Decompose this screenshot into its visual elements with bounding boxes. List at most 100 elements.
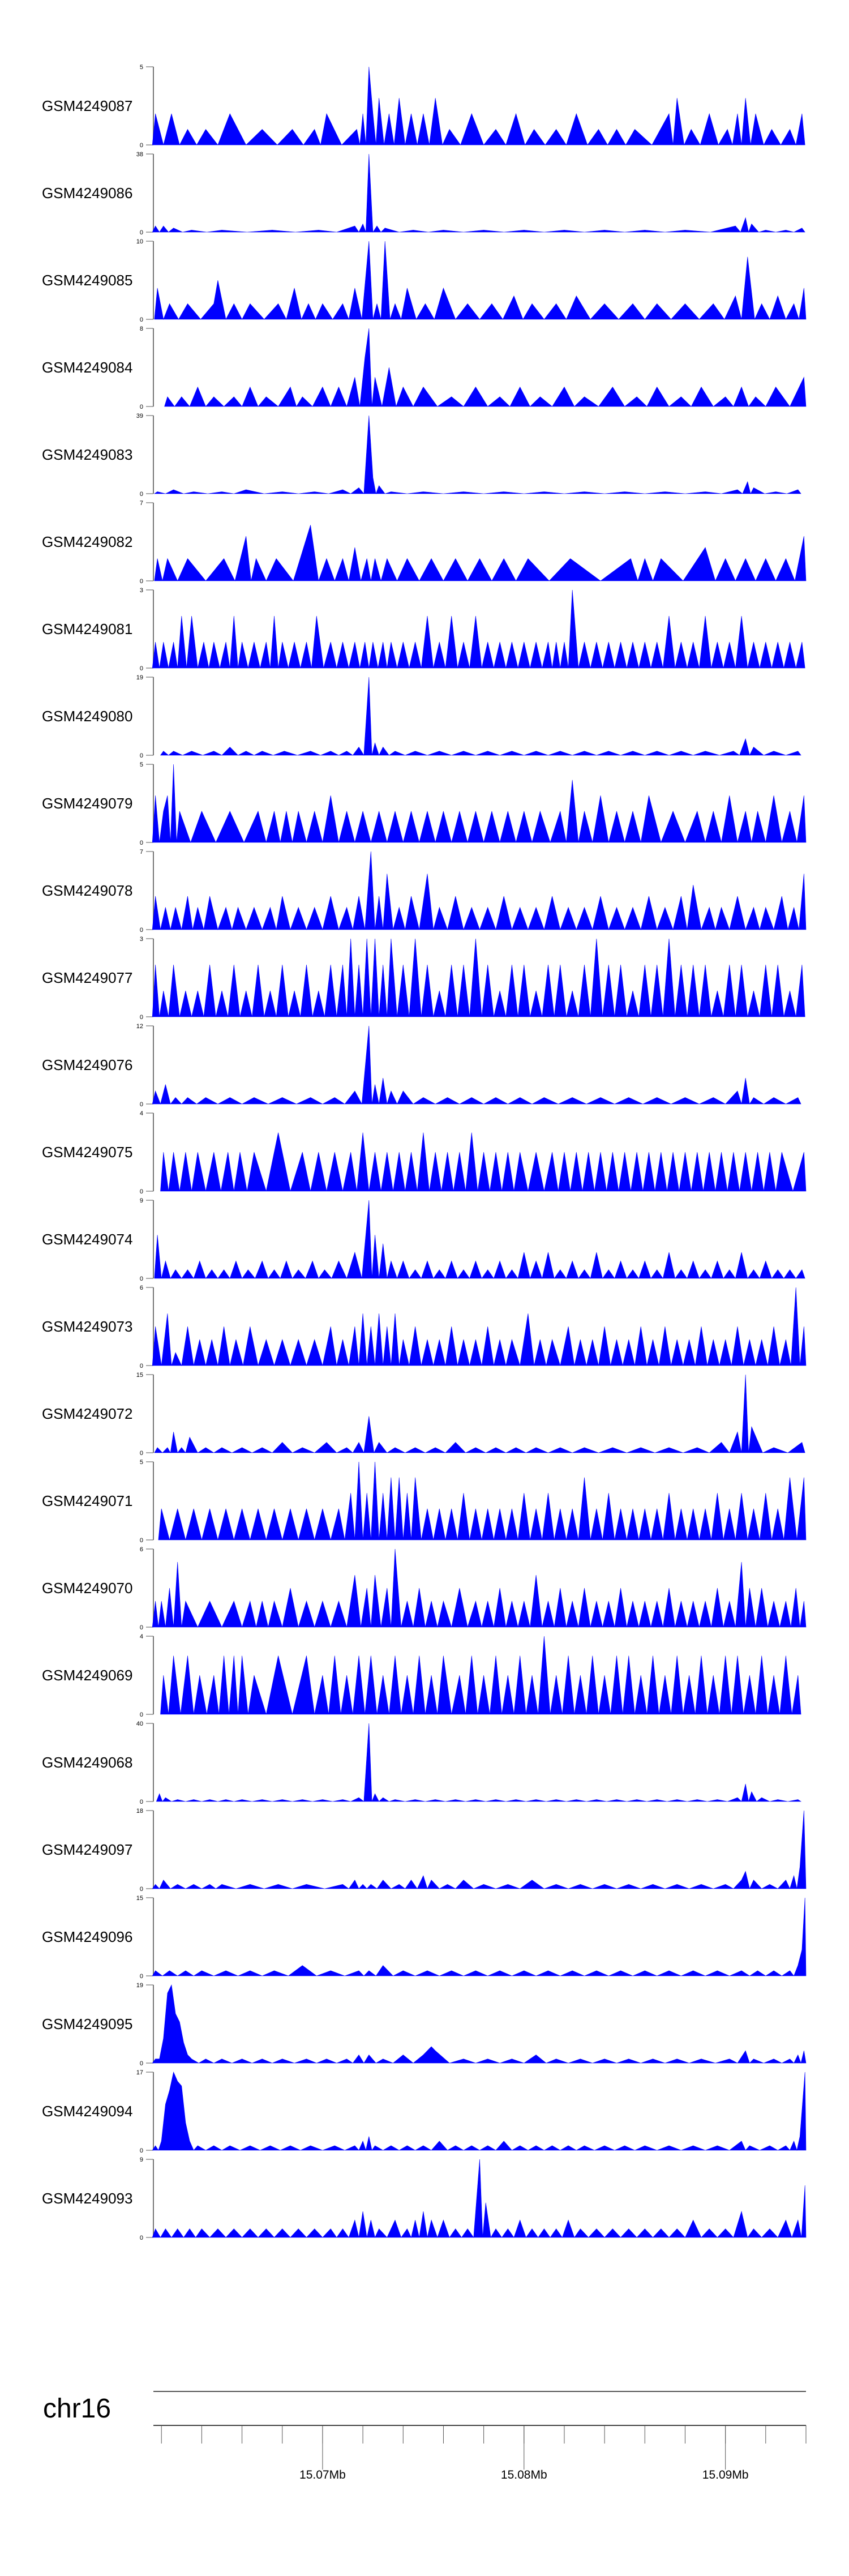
coverage-area (152, 1025, 801, 1105)
y-tick-label-max: 40 (136, 1721, 143, 1727)
coverage-area (152, 153, 805, 233)
coverage-area (152, 1810, 807, 1889)
coverage-area (158, 1461, 807, 1541)
y-tick-label-min: 0 (140, 927, 143, 934)
track-label: GSM4249075 (42, 1144, 132, 1161)
track-GSM4249094: GSM4249094 17 0 (42, 2069, 807, 2154)
track-GSM4249069: GSM4249069 4 0 (42, 1633, 801, 1718)
coverage-area (152, 764, 807, 843)
coverage-area (152, 938, 805, 1017)
track-GSM4249095: GSM4249095 19 0 (42, 1982, 807, 2067)
y-tick-label-max: 17 (136, 2069, 143, 2076)
coverage-area (152, 66, 805, 146)
y-tick-label-min: 0 (140, 665, 143, 672)
y-tick-label-min: 0 (140, 1450, 143, 1457)
track-label: GSM4249078 (42, 882, 132, 899)
coverage-area (152, 1984, 807, 2064)
y-tick-label-min: 0 (140, 316, 143, 323)
y-tick-label-min: 0 (140, 2235, 143, 2241)
track-GSM4249078: GSM4249078 7 0 (42, 849, 807, 934)
track-GSM4249076: GSM4249076 12 0 (42, 1023, 801, 1108)
track-label: GSM4249077 (42, 969, 132, 986)
track-label: GSM4249071 (42, 1492, 132, 1509)
y-tick-label-max: 39 (136, 413, 143, 420)
genome-axis: chr16 15.07Mb 15.08Mb 15.09Mb (43, 2391, 807, 2481)
y-tick-label-min: 0 (140, 1886, 143, 1893)
y-tick-label-min: 0 (140, 1276, 143, 1282)
track-GSM4249086: GSM4249086 38 0 (42, 151, 805, 236)
coverage-area (152, 1548, 807, 1628)
coverage-area (154, 525, 807, 582)
y-tick-label-max: 15 (136, 1372, 143, 1379)
y-tick-label-min: 0 (140, 1624, 143, 1631)
y-tick-label-min: 0 (140, 2060, 143, 2067)
y-tick-label-max: 3 (140, 587, 143, 594)
y-tick-label-min: 0 (140, 1363, 143, 1370)
coverage-area (154, 1200, 805, 1280)
track-label: GSM4249079 (42, 795, 132, 812)
y-tick-label-min: 0 (140, 578, 143, 585)
y-tick-label-min: 0 (140, 404, 143, 410)
chromosome-label: chr16 (43, 2394, 111, 2424)
coverage-area (152, 589, 805, 669)
y-tick-label-max: 7 (140, 849, 143, 855)
track-GSM4249084: GSM4249084 8 0 (42, 326, 807, 410)
y-tick-label-max: 12 (136, 1023, 143, 1030)
y-tick-label-max: 4 (140, 1110, 143, 1117)
coverage-area (153, 415, 801, 495)
y-tick-label-max: 5 (140, 1459, 143, 1466)
y-tick-label-min: 0 (140, 840, 143, 846)
y-tick-label-max: 19 (136, 674, 143, 681)
coverage-area (156, 1723, 802, 1802)
y-tick-label-min: 0 (140, 1973, 143, 1980)
track-label: GSM4249084 (42, 359, 132, 376)
track-GSM4249077: GSM4249077 3 0 (42, 936, 805, 1021)
y-tick-label-max: 9 (140, 2156, 143, 2163)
track-GSM4249074: GSM4249074 9 0 (42, 1197, 805, 1282)
y-tick-label-max: 6 (140, 1546, 143, 1553)
y-tick-label-min: 0 (140, 2147, 143, 2154)
track-GSM4249073: GSM4249073 6 0 (42, 1285, 807, 1370)
y-tick-label-max: 7 (140, 500, 143, 507)
track-label: GSM4249072 (42, 1405, 132, 1422)
y-tick-label-min: 0 (140, 142, 143, 149)
y-tick-label-max: 15 (136, 1895, 143, 1902)
y-tick-label-max: 5 (140, 64, 143, 71)
track-GSM4249097: GSM4249097 18 0 (42, 1808, 807, 1893)
track-GSM4249082: GSM4249082 7 0 (42, 500, 807, 585)
track-label: GSM4249068 (42, 1754, 132, 1771)
track-label: GSM4249081 (42, 621, 132, 637)
y-tick-label-max: 38 (136, 151, 143, 158)
track-GSM4249070: GSM4249070 6 0 (42, 1546, 807, 1631)
coverage-area (152, 2072, 807, 2151)
track-label: GSM4249083 (42, 446, 132, 463)
y-tick-label-max: 9 (140, 1197, 143, 1204)
track-GSM4249093: GSM4249093 9 0 (42, 2156, 807, 2241)
track-label: GSM4249086 (42, 185, 132, 202)
track-label: GSM4249069 (42, 1667, 132, 1684)
y-tick-label-max: 19 (136, 1982, 143, 1989)
y-tick-label-max: 3 (140, 936, 143, 943)
y-tick-label-min: 0 (140, 1014, 143, 1021)
y-tick-label-min: 0 (140, 1799, 143, 1805)
track-GSM4249071: GSM4249071 5 0 (42, 1459, 807, 1544)
track-GSM4249068: GSM4249068 40 0 (42, 1721, 802, 1805)
track-label: GSM4249085 (42, 272, 132, 289)
y-tick-label-max: 18 (136, 1808, 143, 1815)
y-tick-label-min: 0 (140, 1537, 143, 1544)
track-label: GSM4249097 (42, 1841, 132, 1858)
track-label: GSM4249087 (42, 97, 132, 114)
track-label: GSM4249093 (42, 2190, 132, 2207)
track-label: GSM4249076 (42, 1056, 132, 1073)
coverage-area (152, 1287, 807, 1367)
coverage-area (154, 1374, 805, 1454)
track-label: GSM4249096 (42, 1928, 132, 1945)
coverage-area (160, 1636, 801, 1715)
y-tick-label-min: 0 (140, 1101, 143, 1108)
x-tick-label: 15.07Mb (299, 2468, 346, 2481)
coverage-area (164, 328, 807, 408)
y-tick-label-max: 4 (140, 1633, 143, 1640)
y-tick-label-max: 5 (140, 761, 143, 768)
track-GSM4249081: GSM4249081 3 0 (42, 587, 805, 672)
